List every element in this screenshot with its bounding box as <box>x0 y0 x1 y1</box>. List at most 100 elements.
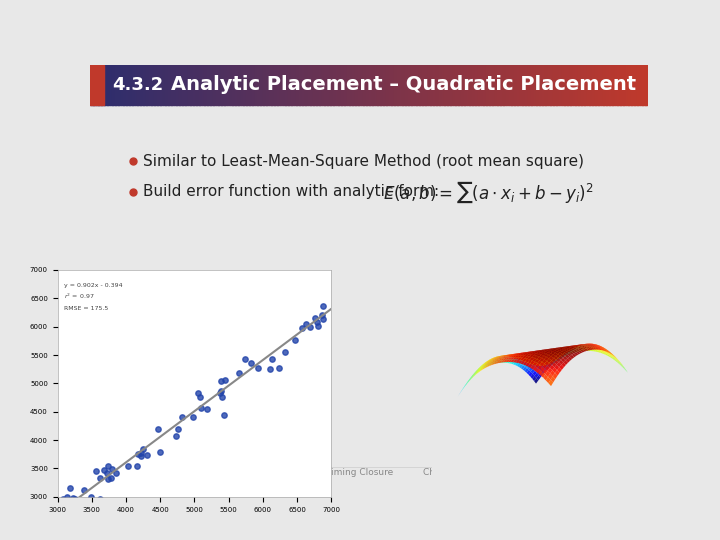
Bar <box>450 65 454 105</box>
Bar <box>408 65 412 105</box>
Bar <box>615 65 618 105</box>
Bar <box>531 65 534 105</box>
Point <box>301 320 312 328</box>
Bar <box>101 65 104 105</box>
Bar <box>453 65 456 105</box>
Bar <box>456 65 459 105</box>
Point <box>78 485 90 494</box>
Bar <box>629 65 632 105</box>
Bar <box>567 65 571 105</box>
Bar <box>252 65 256 105</box>
Bar <box>642 65 646 105</box>
Point <box>220 376 231 384</box>
Bar <box>369 65 372 105</box>
Point <box>297 323 308 332</box>
Point <box>107 465 118 474</box>
Bar <box>590 65 593 105</box>
Bar <box>196 65 199 105</box>
Bar <box>570 65 573 105</box>
Point <box>312 322 323 330</box>
Text: y = 0.902x - 0.394: y = 0.902x - 0.394 <box>64 283 123 288</box>
Bar <box>258 65 261 105</box>
Bar <box>313 65 317 105</box>
Bar <box>639 65 643 105</box>
Bar <box>600 65 604 105</box>
Bar <box>300 65 303 105</box>
Bar <box>204 65 208 105</box>
Bar <box>595 65 598 105</box>
Point <box>141 450 153 459</box>
Bar <box>330 65 333 105</box>
Point <box>132 462 143 470</box>
Point <box>102 475 114 483</box>
Bar <box>271 65 275 105</box>
Point <box>154 447 166 456</box>
Bar <box>481 65 484 105</box>
Bar <box>118 65 122 105</box>
Point <box>214 388 225 397</box>
Bar <box>587 65 590 105</box>
Bar <box>461 65 464 105</box>
Bar <box>617 65 621 105</box>
Bar <box>422 65 426 105</box>
Point <box>64 503 76 512</box>
Bar <box>90 65 94 105</box>
Bar <box>416 65 420 105</box>
Bar <box>358 65 361 105</box>
Point <box>137 444 148 453</box>
Bar <box>492 65 495 105</box>
Text: Similar to Least-Mean-Square Method (root mean square): Similar to Least-Mean-Square Method (roo… <box>143 153 584 168</box>
Bar <box>176 65 180 105</box>
Point <box>304 323 315 332</box>
Point <box>252 364 264 373</box>
Point <box>176 412 188 421</box>
Text: Analytic Placement – Quadratic Placement: Analytic Placement – Quadratic Placement <box>171 75 636 94</box>
Bar <box>609 65 613 105</box>
Point <box>110 469 122 477</box>
Bar <box>324 65 328 105</box>
Bar <box>193 65 197 105</box>
Bar <box>433 65 437 105</box>
Point <box>102 462 114 471</box>
Bar <box>478 65 482 105</box>
Bar <box>386 65 390 105</box>
Bar <box>302 65 305 105</box>
Bar <box>221 65 225 105</box>
Bar <box>154 65 158 105</box>
Bar <box>288 65 292 105</box>
Bar <box>623 65 626 105</box>
Point <box>216 393 228 402</box>
Bar <box>377 65 381 105</box>
Point <box>266 355 278 363</box>
Bar <box>539 65 543 105</box>
Bar <box>511 65 515 105</box>
Bar <box>143 65 147 105</box>
Bar <box>112 65 116 105</box>
Bar <box>606 65 610 105</box>
Bar <box>140 65 144 105</box>
Bar <box>129 65 132 105</box>
Bar <box>598 65 601 105</box>
Bar <box>151 65 155 105</box>
Point <box>99 466 110 475</box>
Bar <box>104 65 107 105</box>
Bar <box>207 65 211 105</box>
Bar <box>280 65 283 105</box>
Bar <box>294 65 297 105</box>
Text: VLSI Physical Design: From Graph Partitioning to Timing Closure: VLSI Physical Design: From Graph Partiti… <box>104 468 393 477</box>
Bar <box>419 65 423 105</box>
Point <box>170 432 181 441</box>
Bar <box>634 65 638 105</box>
Bar <box>528 65 531 105</box>
Bar <box>514 65 518 105</box>
Bar <box>132 65 135 105</box>
Point <box>105 473 117 482</box>
Bar <box>459 65 462 105</box>
Bar <box>215 65 219 105</box>
Point <box>246 358 257 367</box>
Bar <box>333 65 336 105</box>
Bar <box>402 65 406 105</box>
Bar <box>542 65 546 105</box>
Bar <box>124 65 127 105</box>
Point <box>76 505 88 514</box>
